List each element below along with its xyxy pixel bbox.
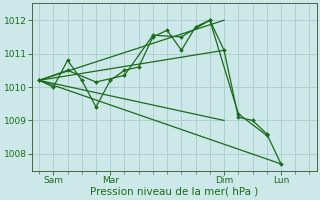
X-axis label: Pression niveau de la mer( hPa ): Pression niveau de la mer( hPa ) xyxy=(90,187,259,197)
